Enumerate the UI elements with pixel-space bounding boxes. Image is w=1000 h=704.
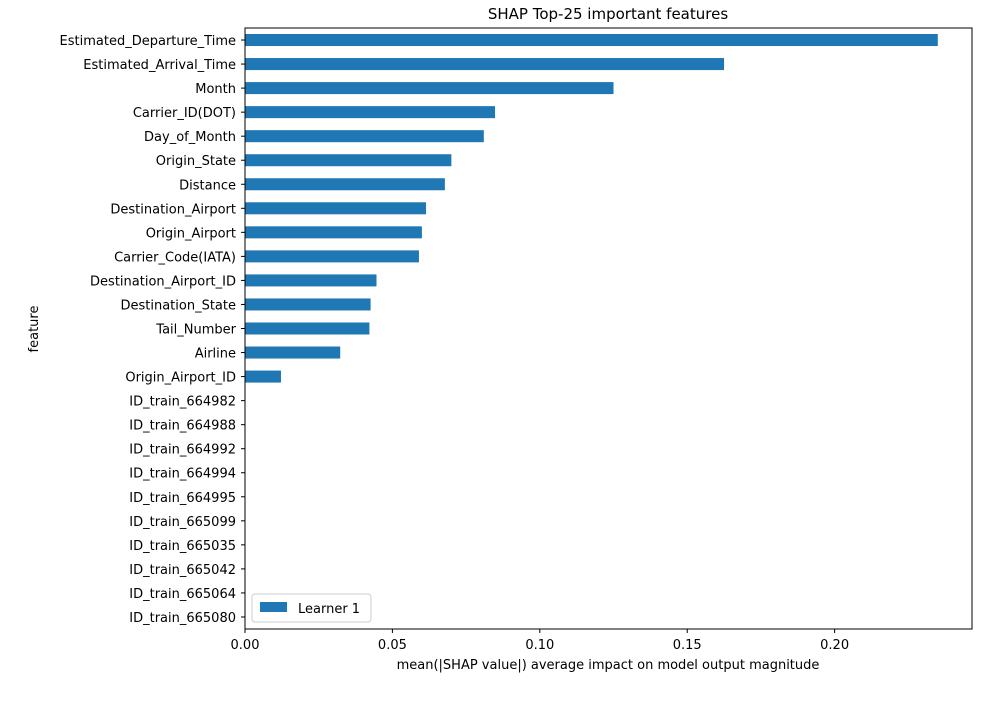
y-tick-label: ID_train_664992 xyxy=(129,443,236,458)
y-tick-label: Destination_Airport_ID xyxy=(90,274,236,289)
y-tick-label: Origin_State xyxy=(156,154,236,169)
bar xyxy=(245,106,495,119)
bar xyxy=(245,298,371,311)
x-tick-label: 0.15 xyxy=(673,638,702,653)
bar xyxy=(245,346,341,359)
bar xyxy=(245,178,445,191)
legend: Learner 1 xyxy=(251,593,372,623)
bar xyxy=(245,250,419,263)
legend-label: Learner 1 xyxy=(298,602,360,617)
y-ticks-layer: Estimated_Departure_Time Estimated_Arriva… xyxy=(60,34,245,626)
y-tick-label: Origin_Airport xyxy=(146,226,236,241)
bar xyxy=(245,370,281,383)
y-tick-label: Estimated_Arrival_Time xyxy=(83,58,236,73)
y-tick-label: Carrier_ID(DOT) xyxy=(133,106,236,121)
bar xyxy=(245,226,422,239)
y-tick-label: Carrier_Code(IATA) xyxy=(114,250,236,265)
bar xyxy=(245,274,377,287)
y-tick-label: Destination_State xyxy=(120,298,236,313)
y-tick-label: ID_train_664994 xyxy=(129,467,236,482)
y-tick-label: ID_train_665035 xyxy=(129,539,236,554)
bar xyxy=(245,130,484,143)
bar xyxy=(245,202,427,215)
x-tick-label: 0.00 xyxy=(231,638,260,653)
x-axis-label: mean(|SHAP value|) average impact on mod… xyxy=(397,658,820,673)
legend-box xyxy=(251,593,372,623)
plot-frame xyxy=(244,27,973,630)
bar xyxy=(245,154,452,167)
bar xyxy=(245,82,614,95)
chart-title: SHAP Top-25 important features xyxy=(488,5,728,23)
x-ticks-layer: 0.00 0.05 0.10 0.15 0.20 xyxy=(231,629,849,653)
y-tick-label: Origin_Airport_ID xyxy=(125,371,236,386)
bar xyxy=(245,58,725,71)
bars-layer xyxy=(245,34,938,383)
y-tick-label: Estimated_Departure_Time xyxy=(60,34,236,49)
y-tick-label: ID_train_664982 xyxy=(129,395,236,410)
y-tick-label: Airline xyxy=(195,347,236,362)
y-tick-label: Month xyxy=(195,82,236,97)
y-tick-label: ID_train_665042 xyxy=(129,563,236,578)
y-tick-label: ID_train_665099 xyxy=(129,515,236,530)
x-tick-label: 0.10 xyxy=(525,638,554,653)
x-tick-label: 0.20 xyxy=(820,638,849,653)
y-tick-label: ID_train_665064 xyxy=(129,587,236,602)
bar xyxy=(245,322,370,335)
y-tick-label: ID_train_664988 xyxy=(129,419,236,434)
y-tick-label: ID_train_665080 xyxy=(129,611,236,626)
y-tick-label: Destination_Airport xyxy=(110,202,236,217)
y-axis-label: feature xyxy=(27,306,42,353)
y-tick-label: ID_train_664995 xyxy=(129,491,236,506)
y-tick-label: Day_of_Month xyxy=(144,130,236,145)
y-tick-label: Distance xyxy=(179,178,236,193)
y-tick-label: Tail_Number xyxy=(155,323,236,338)
legend-swatch xyxy=(260,602,287,612)
bar xyxy=(245,34,938,47)
x-tick-label: 0.05 xyxy=(378,638,407,653)
